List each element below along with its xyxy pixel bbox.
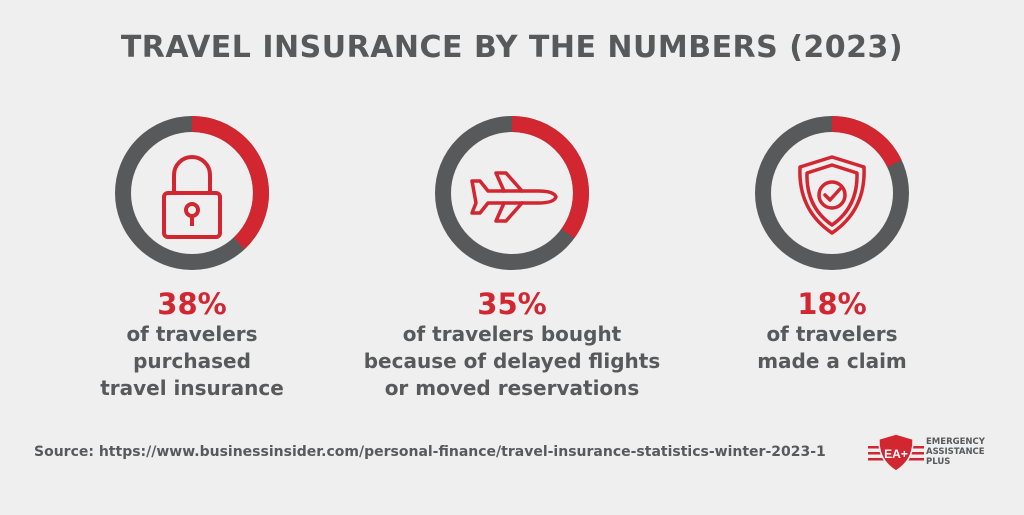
logo-wordmark: EMERGENCY ASSISTANCE PLUS: [926, 437, 985, 467]
description-line: of travelers: [126, 322, 258, 346]
description-line: because of delayed flights: [363, 349, 661, 373]
description-line: purchased: [133, 349, 251, 373]
shield-check-icon: [798, 155, 866, 235]
description-line: of travelers bought: [402, 322, 622, 346]
donut-chart: [114, 115, 270, 271]
stat-value: 18%: [797, 287, 867, 321]
stat-description: of travelers made a claim: [682, 321, 982, 375]
stat-value: 35%: [477, 287, 547, 321]
logo-line: PLUS: [926, 457, 951, 467]
stat-value: 38%: [157, 287, 227, 321]
logo-line: EMERGENCY: [926, 437, 985, 447]
page-title: TRAVEL INSURANCE BY THE NUMBERS (2023): [120, 30, 904, 65]
description-line: or moved reservations: [384, 376, 640, 400]
airplane-icon: [470, 171, 558, 223]
source-citation: Source: https://www.businessinsider.com/…: [34, 444, 826, 460]
description-line: made a claim: [757, 349, 907, 373]
emergency-assistance-plus-logo: EA+ EMERGENCY ASSISTANCE PLUS: [868, 432, 998, 472]
stat-description: of travelers bought because of delayed f…: [362, 321, 662, 402]
ring-value-arc: [755, 116, 909, 270]
description-line: of travelers: [766, 322, 898, 346]
stat-card-claim: 18% of travelers made a claim: [682, 115, 982, 375]
logo-line: ASSISTANCE: [926, 447, 985, 457]
stat-card-delayed-flights: 35% of travelers bought because of delay…: [362, 115, 662, 402]
shield-logo-icon: EA+: [868, 433, 924, 472]
stat-description: of travelers purchased travel insurance: [42, 321, 342, 402]
donut-chart: [434, 115, 590, 271]
ring-value-arc: [435, 116, 589, 270]
ring-value-arc: [115, 116, 269, 270]
stat-card-purchased: 38% of travelers purchased travel insura…: [42, 115, 342, 402]
donut-chart: [754, 115, 910, 271]
logo-mark: EA+: [884, 447, 908, 461]
description-line: travel insurance: [100, 376, 284, 400]
padlock-icon: [162, 155, 222, 239]
